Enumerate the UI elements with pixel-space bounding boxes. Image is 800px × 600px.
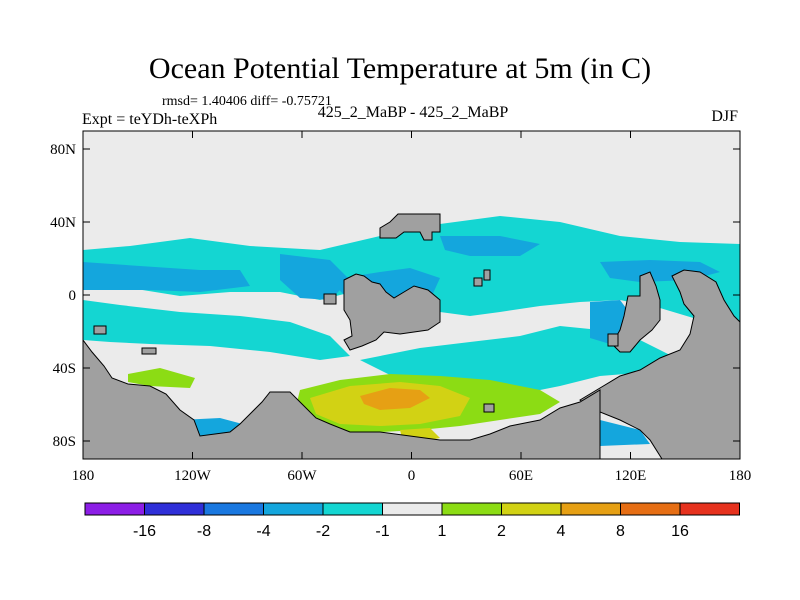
colorbar-label-7: 4 [557,523,566,540]
land-equatorial-islet [323,293,337,305]
land-west-islet-2 [141,347,157,355]
y-ticks [83,148,740,442]
colorbar-box-9 [620,502,681,516]
land-mask [83,213,740,459]
colorbar-label-4: -1 [375,523,389,540]
period-label: 425_2_MaBP - 425_2_MaBP [317,104,509,121]
colorbar-label-5: 1 [438,523,447,540]
land-west-islet [93,325,107,335]
experiment-label: Expt = teYDh-teXPh [82,111,218,128]
colorbar-box-6 [441,502,502,516]
land-equatorial-main [343,273,441,351]
colorbar [84,502,740,516]
colorbar-box-10 [679,502,740,516]
y-tick-label-0: 0 [69,288,77,304]
y-tick-label-40s: 40S [53,361,76,377]
colorbar-box-7 [501,502,562,516]
green-anomaly-west [128,368,195,388]
x-tick-label-120w: 120W [174,468,212,484]
colorbar-box-5 [382,502,443,516]
colorbar-box-3 [263,502,324,516]
colorbar-label-6: 2 [497,523,506,540]
y-tick-label-80n: 80N [50,142,76,158]
land-north-1 [379,213,441,241]
land-southern-islet [483,403,495,413]
x-tick-label-180w: 180 [72,468,95,484]
colorbar-box-1 [144,502,205,516]
land-east-2 [579,269,740,459]
x-tick-label-60e: 60E [509,468,533,484]
colorbar-box-0 [84,502,145,516]
colorbar-box-2 [203,502,264,516]
land-east-3 [607,333,619,347]
blue-patch-pacific-2 [280,254,350,300]
x-tick-label-60w: 60W [287,468,317,484]
land-southern-west [83,339,601,459]
colorbar-box-8 [560,502,621,516]
blue-patch-east-2 [590,300,635,344]
colorbar-label-3: -2 [316,523,330,540]
season-label: DJF [711,108,738,125]
colorbar-box-4 [322,502,383,516]
y-tick-label-80s: 80S [53,434,76,450]
x-tick-label-180e: 180 [729,468,752,484]
rmsd-diff-stats: rmsd= 1.40406 diff= -0.75721 [162,94,332,109]
x-tick-label-120e: 120E [615,468,647,484]
colorbar-label-1: -8 [197,523,211,540]
x-ticks [82,131,741,459]
colorbar-label-2: -4 [256,523,270,540]
orange-anomaly [360,388,430,410]
colorbar-label-0: -16 [133,523,156,540]
x-tick-label-0: 0 [408,468,416,484]
colorbar-label-8: 8 [616,523,625,540]
blue-patch-pacific-1 [83,262,250,292]
y-tick-label-40n: 40N [50,215,76,231]
colorbar-label-9: 16 [671,523,689,540]
subtropical-band-cyan [83,300,350,360]
chart-title: Ocean Potential Temperature at 5m (in C) [148,52,652,85]
land-north-2 [483,269,491,281]
blue-patch-indian [440,236,540,256]
land-north-3 [473,277,483,287]
